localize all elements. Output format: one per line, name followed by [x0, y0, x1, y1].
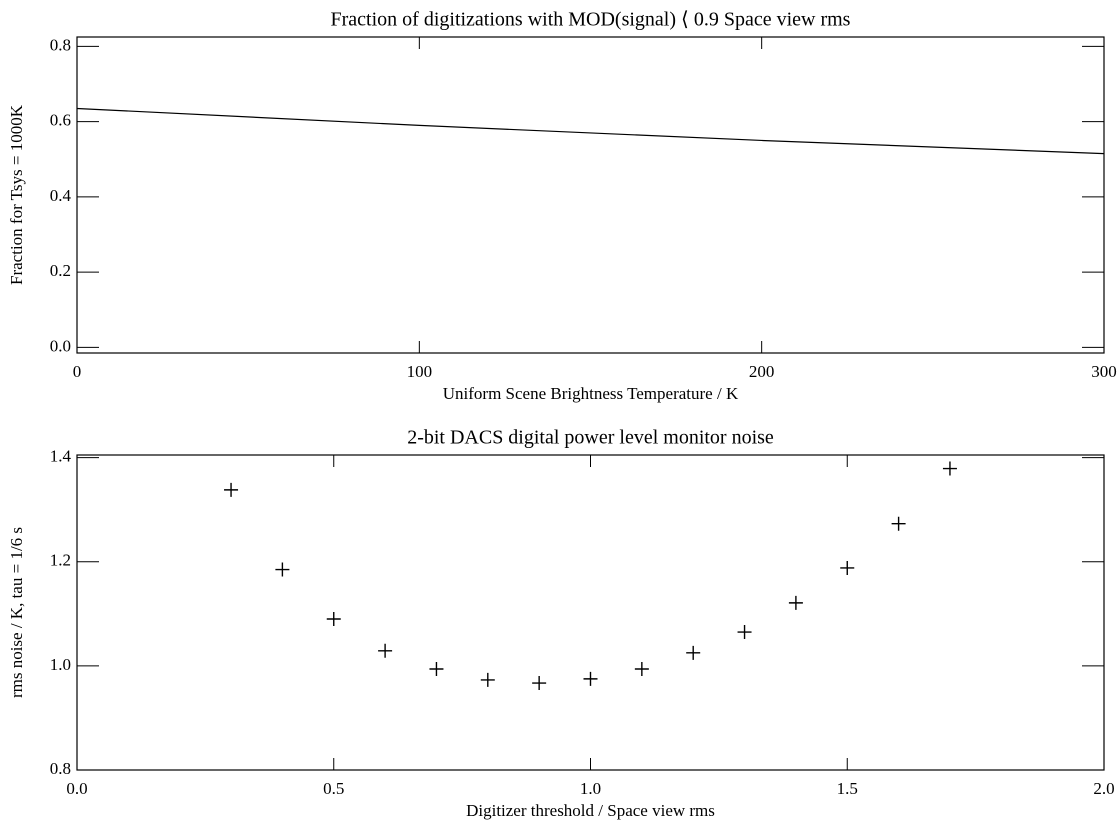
- x-axis-label: Uniform Scene Brightness Temperature / K: [443, 384, 739, 403]
- x-tick-label: 0: [73, 362, 82, 381]
- x-tick-label: 1.5: [837, 779, 858, 798]
- x-tick-label: 100: [407, 362, 433, 381]
- data-point: [224, 482, 239, 497]
- data-point: [429, 661, 444, 676]
- plot-frame: [76, 36, 1105, 354]
- y-axis-label: rms noise / K, tau = 1/6 s: [7, 527, 26, 698]
- data-point: [891, 516, 906, 531]
- y-axis-label: Fraction for Tsys = 1000K: [7, 104, 26, 285]
- y-tick-label: 0.8: [50, 759, 71, 778]
- data-point: [634, 661, 649, 676]
- data-point: [942, 461, 957, 476]
- data-point: [275, 562, 290, 577]
- data-point: [480, 672, 495, 687]
- x-tick-label: 2.0: [1093, 779, 1114, 798]
- y-tick-label: 1.0: [50, 655, 71, 674]
- x-tick-label: 200: [749, 362, 775, 381]
- data-point: [532, 676, 547, 691]
- y-tick-label: 0.8: [50, 35, 71, 54]
- y-tick-label: 0.2: [50, 261, 71, 280]
- y-tick-label: 0.6: [50, 111, 71, 130]
- chart-title: Fraction of digitizations with MOD(signa…: [331, 9, 851, 31]
- data-point: [583, 671, 598, 686]
- data-line: [76, 107, 1105, 155]
- y-tick-label: 0.4: [50, 186, 72, 205]
- chart-title: 2-bit DACS digital power level monitor n…: [407, 427, 774, 449]
- data-point: [686, 645, 701, 660]
- data-point: [326, 612, 341, 627]
- x-tick-label: 0.0: [66, 779, 87, 798]
- data-point: [840, 560, 855, 575]
- data-point: [737, 625, 752, 640]
- y-tick-label: 1.2: [50, 551, 71, 570]
- plot-frame: [76, 454, 1105, 771]
- data-point: [788, 595, 803, 610]
- data-point: [378, 643, 393, 658]
- y-tick-label: 0.0: [50, 336, 71, 355]
- x-tick-label: 0.5: [323, 779, 344, 798]
- x-axis-label: Digitizer threshold / Space view rms: [466, 801, 715, 820]
- x-tick-label: 300: [1091, 362, 1117, 381]
- y-tick-label: 1.4: [50, 447, 72, 466]
- x-tick-label: 1.0: [580, 779, 601, 798]
